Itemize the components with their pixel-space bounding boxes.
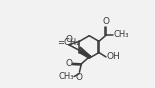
Text: O: O	[66, 35, 73, 44]
Text: O: O	[76, 73, 83, 82]
Text: CH₃: CH₃	[114, 30, 129, 39]
Text: OH: OH	[106, 52, 120, 61]
Text: CH₃: CH₃	[58, 72, 74, 81]
Text: O: O	[65, 59, 72, 68]
Text: =CH₂: =CH₂	[57, 38, 80, 47]
Text: O: O	[103, 17, 110, 26]
